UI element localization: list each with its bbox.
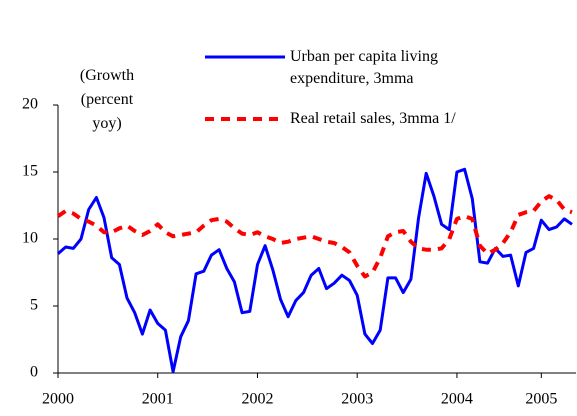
y-tick-label: 0 bbox=[30, 364, 38, 381]
annotation: (Growth (percent yoy) bbox=[62, 64, 152, 136]
y-tick-label: 5 bbox=[30, 297, 38, 314]
y-tick-label: 10 bbox=[22, 230, 38, 247]
x-tick-label: 2005 bbox=[525, 391, 557, 408]
x-tick-label: 2000 bbox=[42, 391, 74, 408]
annotation-line: (percent bbox=[80, 91, 134, 108]
annotation-line: yoy) bbox=[92, 115, 122, 132]
x-tick-label: 2001 bbox=[142, 391, 174, 408]
legend-label: Real retail sales, 3mma 1/ bbox=[290, 110, 456, 127]
y-tick-label: 20 bbox=[22, 96, 38, 113]
x-tick-label: 2002 bbox=[241, 391, 273, 408]
annotation-line: (Growth bbox=[79, 67, 135, 84]
series-line bbox=[56, 194, 573, 279]
series-line bbox=[57, 167, 573, 374]
x-tick-label: 2003 bbox=[341, 391, 373, 408]
x-tick-label: 2004 bbox=[441, 391, 473, 408]
y-tick-label: 15 bbox=[22, 163, 38, 180]
legend-label: Urban per capita living expenditure, 3mm… bbox=[290, 48, 438, 87]
